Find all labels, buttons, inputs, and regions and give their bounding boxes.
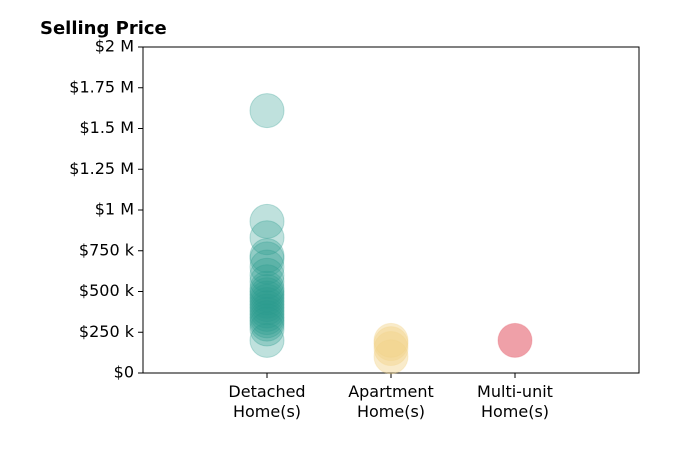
point xyxy=(249,311,285,347)
point xyxy=(249,296,285,332)
y-tick-label: $1.75 M xyxy=(69,77,134,96)
point xyxy=(249,322,285,358)
point xyxy=(249,220,285,256)
point xyxy=(373,326,409,362)
point xyxy=(249,283,285,319)
point xyxy=(249,303,285,339)
point xyxy=(373,339,409,375)
y-tick-label: $2 M xyxy=(95,37,134,56)
point xyxy=(249,238,285,274)
point xyxy=(249,93,285,129)
point xyxy=(249,287,285,323)
point xyxy=(373,322,409,358)
y-tick-label: $250 k xyxy=(79,322,135,341)
point xyxy=(373,331,409,367)
y-tick-label: $1.5 M xyxy=(79,118,134,137)
point xyxy=(249,280,285,316)
point xyxy=(249,300,285,336)
y-tick-label: $0 xyxy=(114,363,134,382)
y-tick-label: $1.25 M xyxy=(69,159,134,178)
point xyxy=(249,270,285,306)
point xyxy=(249,264,285,300)
point xyxy=(497,322,533,358)
x-tick-label: Apartment Home(s) xyxy=(348,382,434,421)
y-tick-label: $1 M xyxy=(95,200,134,219)
x-tick-label: Detached Home(s) xyxy=(228,382,306,421)
chart-title: Selling Price xyxy=(40,18,167,39)
point xyxy=(249,277,285,313)
point xyxy=(249,257,285,293)
point xyxy=(249,306,285,342)
point xyxy=(249,241,285,277)
x-tick-label: Multi-unit Home(s) xyxy=(477,382,553,421)
point xyxy=(249,293,285,329)
point xyxy=(249,249,285,285)
point xyxy=(249,290,285,326)
point xyxy=(249,274,285,309)
y-tick-label: $750 k xyxy=(79,240,135,259)
point xyxy=(249,203,285,239)
y-tick-label: $500 k xyxy=(79,281,135,300)
